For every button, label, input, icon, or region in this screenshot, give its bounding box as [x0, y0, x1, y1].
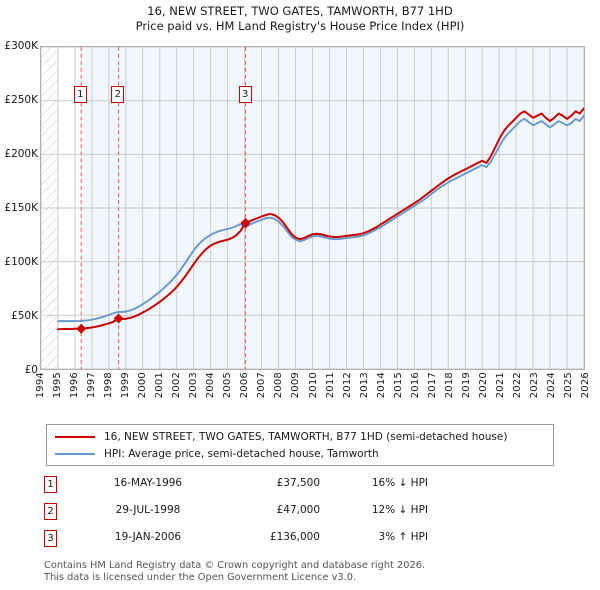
x-axis-tick: 2009 [290, 372, 302, 399]
transaction-hpi-delta: 12% ↓ HPI [371, 504, 428, 516]
transaction-hpi-delta: 16% ↓ HPI [371, 477, 428, 489]
plot-region [40, 46, 585, 370]
transaction-index-badge[interactable]: 3 [44, 530, 57, 547]
transaction-index-badge[interactable]: 1 [44, 476, 57, 493]
transaction-row: 2 29-JUL-1998 £47,000 12% ↓ HPI [44, 501, 464, 528]
transaction-price: £47,000 [276, 504, 320, 516]
transaction-hpi-delta: 3% ↑ HPI [378, 531, 428, 543]
x-axis-tick: 2010 [307, 372, 319, 399]
title-line-1: 16, NEW STREET, TWO GATES, TAMWORTH, B77… [147, 4, 453, 18]
x-axis-tick: 2001 [154, 372, 166, 399]
transaction-price: £136,000 [269, 531, 320, 543]
footer-line-2: This data is licensed under the Open Gov… [44, 572, 357, 583]
transaction-index-badge[interactable]: 2 [44, 503, 57, 520]
x-axis-tick: 2011 [324, 372, 336, 399]
x-axis-tick: 2008 [273, 372, 285, 399]
sale-marker-3[interactable]: 3 [238, 86, 252, 104]
y-axis-tick: £250K [4, 94, 38, 106]
x-axis-tick: 2013 [358, 372, 370, 399]
chart-legend: 16, NEW STREET, TWO GATES, TAMWORTH, B77… [46, 424, 554, 466]
x-axis-labels: 1994 1995 1996 1997 1998 1999 2000 2001 2002 2003… [35, 372, 591, 412]
x-axis-tick: 2003 [188, 372, 200, 399]
legend-color-swatch [55, 436, 95, 438]
x-axis-tick: 2006 [239, 372, 251, 399]
x-axis-tick: 2026 [580, 372, 591, 399]
footer-line-1: Contains HM Land Registry data © Crown c… [44, 560, 426, 571]
x-axis-tick: 2016 [409, 372, 421, 399]
legend-item: 16, NEW STREET, TWO GATES, TAMWORTH, B77… [55, 430, 507, 444]
x-axis-tick: 2022 [511, 372, 523, 399]
x-axis-tick: 2014 [375, 372, 387, 399]
x-axis-tick: 1997 [86, 372, 98, 399]
legend-label: HPI: Average price, semi-detached house,… [104, 448, 379, 460]
x-axis-tick: 2004 [205, 372, 217, 399]
chart-area: £0 £50K £100K £150K £200K £250K £300K 1994 1995… [0, 40, 600, 398]
y-axis-labels: £0 £50K £100K £150K £200K £250K £300K [0, 40, 38, 376]
y-axis-tick: £100K [4, 256, 38, 268]
transaction-date: 19-JAN-2006 [114, 531, 182, 543]
x-axis-tick: 2024 [545, 372, 557, 399]
y-axis-tick: £0 [24, 364, 38, 376]
footer-attribution: Contains HM Land Registry data © Crown c… [44, 560, 564, 584]
x-axis-tick: 2019 [460, 372, 472, 399]
x-axis-tick: 2025 [562, 372, 574, 399]
x-axis-tick: 1996 [69, 372, 81, 399]
x-axis-tick: 2015 [392, 372, 404, 399]
y-axis-tick: £50K [11, 310, 38, 322]
price-history-chart [41, 47, 584, 369]
x-axis-tick: 1998 [103, 372, 115, 399]
x-axis-tick: 2017 [426, 372, 438, 399]
transaction-date: 29-JUL-1998 [115, 504, 181, 516]
y-axis-tick: £300K [4, 40, 38, 52]
legend-label: 16, NEW STREET, TWO GATES, TAMWORTH, B77… [104, 431, 508, 443]
x-axis-tick: 1999 [120, 372, 132, 399]
legend-color-swatch [55, 453, 95, 455]
transaction-row: 1 16-MAY-1996 £37,500 16% ↓ HPI [44, 474, 464, 501]
x-axis-tick: 2007 [256, 372, 268, 399]
page-title: 16, NEW STREET, TWO GATES, TAMWORTH, B77… [0, 4, 600, 34]
sale-marker-1[interactable]: 1 [73, 86, 87, 104]
x-axis-tick: 2020 [477, 372, 489, 399]
y-axis-tick: £150K [4, 202, 38, 214]
sale-marker-2[interactable]: 2 [111, 86, 125, 104]
transaction-date: 16-MAY-1996 [113, 477, 183, 489]
x-axis-tick: 2012 [341, 372, 353, 399]
legend-item: HPI: Average price, semi-detached house,… [55, 447, 379, 461]
x-axis-tick: 2000 [137, 372, 149, 399]
x-axis-tick: 2018 [443, 372, 455, 399]
transaction-price: £37,500 [276, 477, 320, 489]
transaction-row: 3 19-JAN-2006 £136,000 3% ↑ HPI [44, 528, 464, 555]
y-axis-tick: £200K [4, 148, 38, 160]
title-line-2: Price paid vs. HM Land Registry's House … [135, 19, 465, 33]
x-axis-tick: 2021 [494, 372, 506, 399]
x-axis-tick: 1995 [52, 372, 64, 399]
x-axis-tick: 2005 [222, 372, 234, 399]
transactions-table: 1 16-MAY-1996 £37,500 16% ↓ HPI 2 29-JUL-1998… [44, 474, 464, 555]
x-axis-tick: 2023 [528, 372, 540, 399]
x-axis-tick: 1994 [35, 372, 46, 399]
x-axis-tick: 2002 [171, 372, 183, 399]
